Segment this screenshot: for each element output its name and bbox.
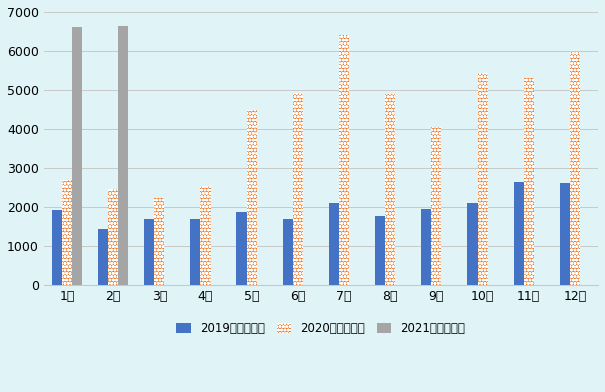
Bar [247, 110, 257, 285]
Bar [421, 209, 431, 285]
Bar [144, 219, 154, 285]
Bar [154, 198, 165, 285]
Bar [190, 220, 200, 285]
Bar [570, 52, 580, 285]
Bar [200, 186, 211, 285]
Bar [524, 78, 534, 285]
Bar [329, 203, 339, 285]
Bar [467, 203, 477, 285]
Bar [200, 186, 211, 285]
Bar [524, 78, 534, 285]
Bar [108, 189, 118, 285]
Bar [108, 189, 118, 285]
Bar [560, 183, 570, 285]
Bar [385, 94, 395, 285]
Bar [72, 27, 82, 285]
Bar [51, 210, 62, 285]
Bar [247, 110, 257, 285]
Bar [237, 212, 247, 285]
Bar [431, 127, 442, 285]
Bar [283, 219, 293, 285]
Bar [477, 73, 488, 285]
Legend: 2019年取引金額, 2020年取引金額, 2021年取引金額: 2019年取引金額, 2020年取引金額, 2021年取引金額 [172, 317, 470, 339]
Bar [375, 216, 385, 285]
Bar [293, 93, 303, 285]
Bar [62, 180, 72, 285]
Bar [385, 94, 395, 285]
Bar [118, 26, 128, 285]
Bar [339, 35, 349, 285]
Bar [431, 127, 442, 285]
Bar [339, 35, 349, 285]
Bar [570, 52, 580, 285]
Bar [98, 229, 108, 285]
Bar [293, 93, 303, 285]
Bar [514, 182, 524, 285]
Bar [154, 198, 165, 285]
Bar [477, 73, 488, 285]
Bar [62, 180, 72, 285]
